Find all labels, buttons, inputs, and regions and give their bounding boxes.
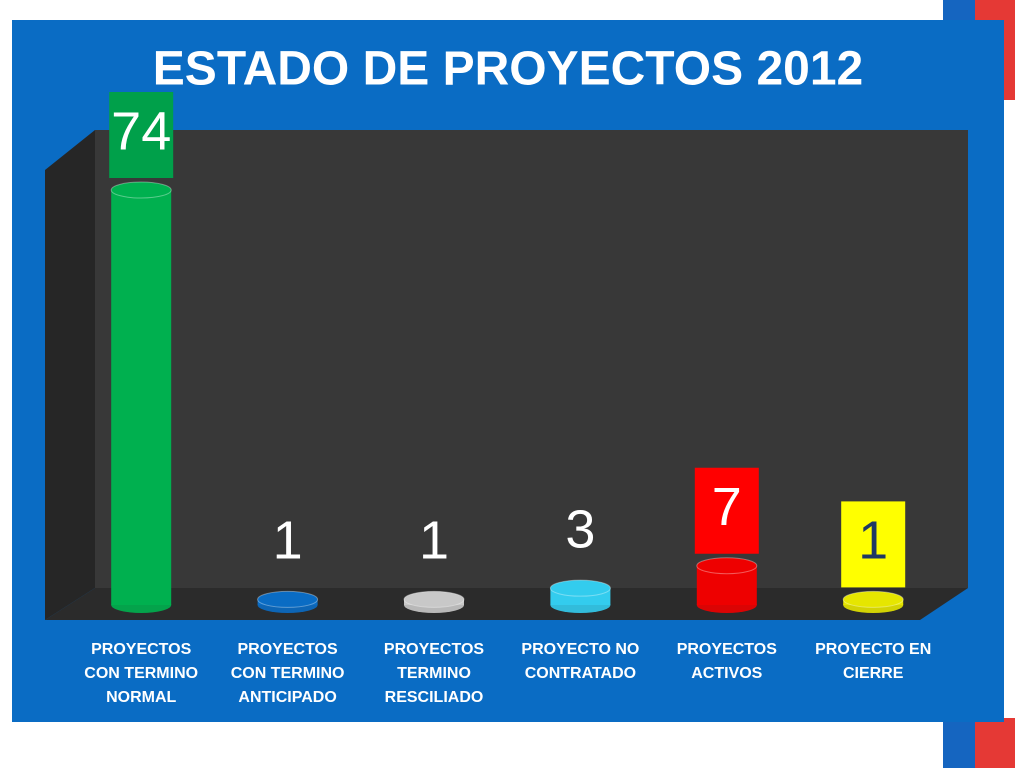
x-tick-label: PROYECTOS CON TERMINO NORMAL: [84, 641, 199, 706]
value-label: 1: [419, 511, 449, 571]
back-wall: [95, 130, 968, 588]
value-label: 1: [858, 511, 888, 571]
value-label-box: [841, 501, 906, 588]
cylinder-cap: [110, 181, 172, 199]
deco-stripe: [975, 718, 1015, 768]
value-label: 1: [273, 511, 303, 571]
value-label: 3: [565, 499, 595, 559]
floor: [45, 588, 968, 620]
side-wall: [45, 130, 95, 620]
cylinder-cap: [257, 590, 319, 608]
cylinder-cap: [403, 590, 465, 608]
value-label: 74: [111, 101, 171, 161]
value-label-box: [109, 92, 174, 178]
x-tick-label: PROYECTOS TERMINO RESCILIADO: [383, 641, 485, 706]
value-label: 7: [712, 477, 742, 537]
deco-stripe: [943, 718, 975, 768]
x-tick-label: PROYECTOS ACTIVOS: [676, 641, 777, 682]
cylinder-cap: [696, 557, 758, 575]
bar: [111, 190, 172, 605]
x-tick-label: PROYECTO NO CONTRATADO: [521, 641, 640, 682]
cylinder-cap: [549, 579, 611, 597]
x-tick-label: PROYECTO EN CIERRE: [815, 641, 932, 682]
value-label-box: [694, 467, 759, 554]
x-tick-label: PROYECTOS CON TERMINO ANTICIPADO: [230, 641, 345, 706]
chart-title: ESTADO DE PROYECTOS 2012: [153, 43, 863, 96]
cylinder-cap: [842, 590, 904, 608]
